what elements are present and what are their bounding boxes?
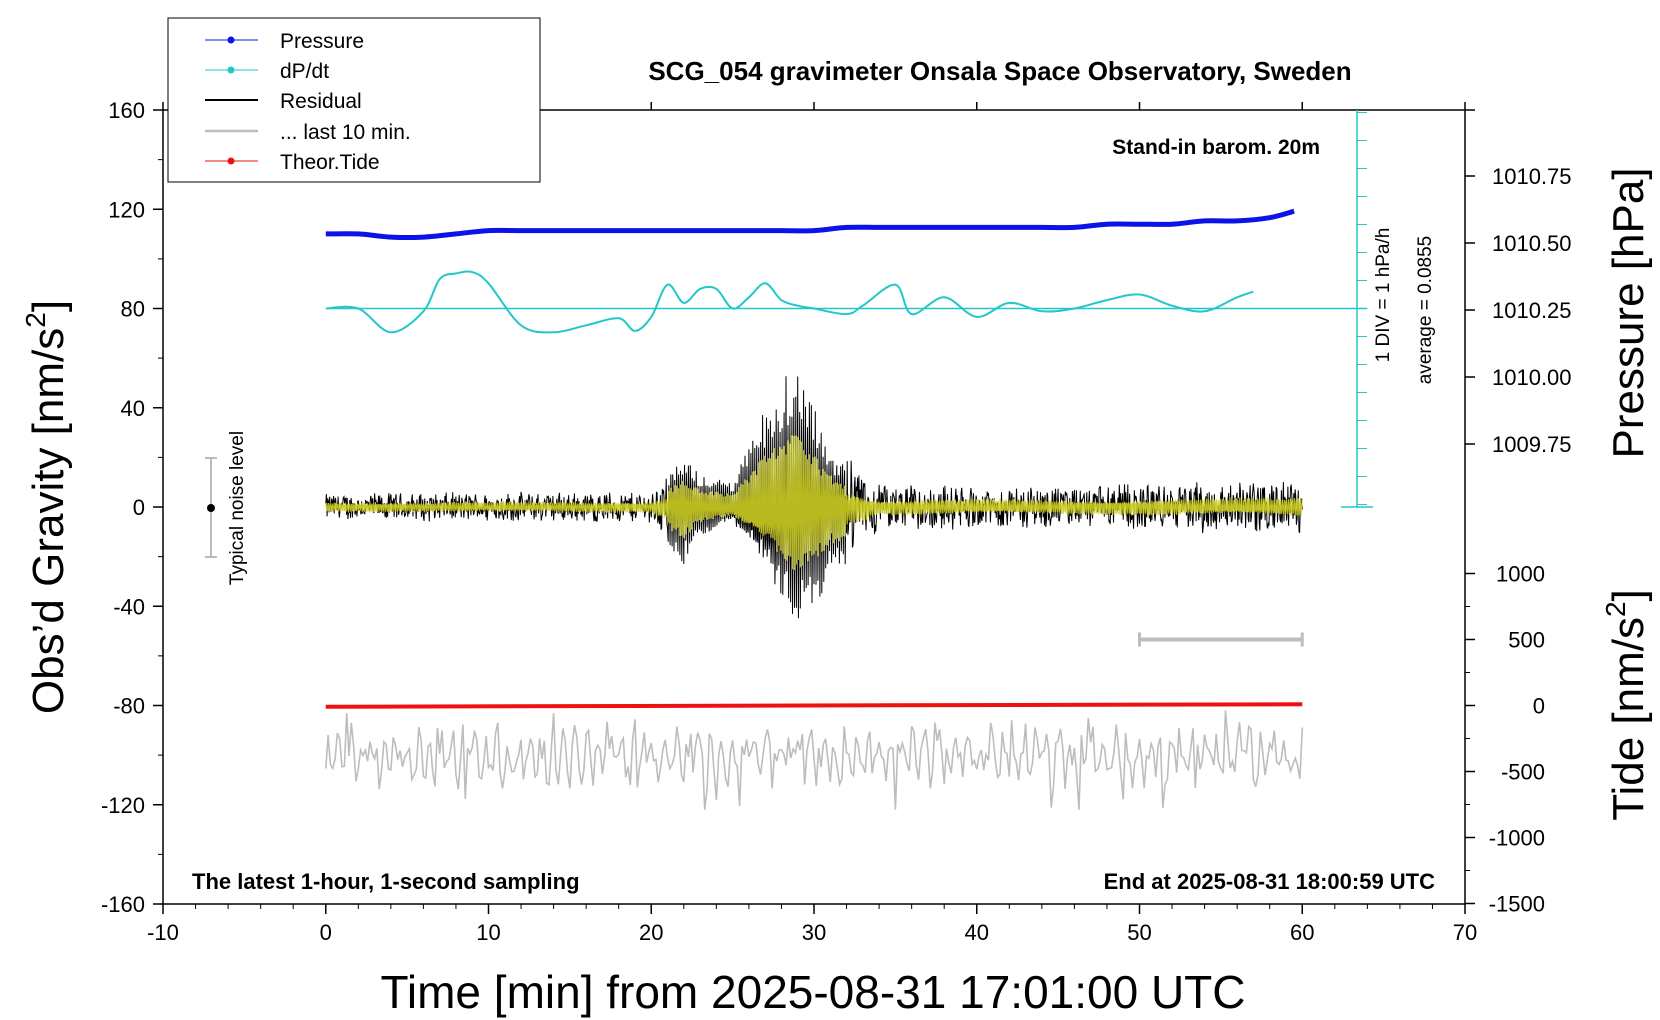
last10-series	[325, 632, 1304, 810]
tide-tick-label: 1000	[1496, 562, 1545, 587]
legend-label: dP/dt	[280, 60, 329, 83]
tide-tick-label: -500	[1501, 760, 1545, 785]
filtered-series	[325, 435, 1303, 571]
dpdt-line	[325, 270, 1254, 334]
x-tick-label: 10	[476, 920, 500, 945]
legend-entry-pressure: Pressure	[205, 30, 364, 53]
x-tick-label: -10	[147, 920, 179, 945]
tide-tick-label: 0	[1533, 694, 1545, 719]
average-label: average = 0.0855	[1415, 236, 1436, 384]
pressure-line	[325, 208, 1295, 241]
stand-in-label: Stand-in barom. 20m	[1112, 136, 1320, 159]
y-tick-label: 0	[133, 495, 145, 520]
bottom-right-label: End at 2025-08-31 18:00:59 UTC	[1104, 869, 1435, 894]
pressure-tick-label: 1010.50	[1492, 231, 1572, 256]
noise-marker	[205, 457, 217, 558]
y-axis-label-tide: Tide [nm/s2]	[1600, 589, 1653, 821]
tide-tick-label: -1000	[1489, 826, 1545, 851]
tide-line	[325, 702, 1303, 709]
legend-label: Pressure	[280, 30, 364, 53]
legend-entry-tide: Theor.Tide	[205, 151, 380, 174]
legend-label: Theor.Tide	[280, 151, 380, 174]
tide-tick-label: 500	[1508, 628, 1545, 653]
y-tick-label: -40	[113, 594, 145, 619]
y-tick-label: -80	[113, 694, 145, 719]
y-axis-label-pressure: Pressure [hPa]	[1604, 167, 1653, 458]
legend-entry-last10: ... last 10 min.	[205, 121, 411, 144]
x-tick-label: 0	[320, 920, 332, 945]
pressure-tick-label: 1010.25	[1492, 298, 1572, 323]
legend-entry-residual: Residual	[205, 90, 362, 113]
tide-series	[325, 702, 1303, 709]
legend-label: Residual	[280, 90, 362, 113]
legend-label: ... last 10 min.	[280, 121, 411, 144]
y-tick-label: 160	[108, 98, 145, 123]
x-tick-label: 50	[1127, 920, 1151, 945]
y-tick-label: -120	[101, 793, 145, 818]
legend: Pressure dP/dt Residual ... last 10 min.…	[167, 17, 541, 183]
div-scale	[325, 110, 1373, 508]
y-axis-label-left: Obs’d Gravity [nm/s2]	[20, 300, 73, 714]
x-tick-label: 40	[965, 920, 989, 945]
last10-line	[325, 710, 1304, 810]
noise-label: Typical noise level	[227, 431, 248, 585]
x-tick-label: 20	[639, 920, 663, 945]
tide-tick-label: -1500	[1489, 892, 1545, 917]
pressure-tick-label: 1010.00	[1492, 365, 1572, 390]
filtered-line	[325, 435, 1303, 571]
y-tick-label: -160	[101, 892, 145, 917]
pressure-tick-label: 1010.75	[1492, 164, 1572, 189]
x-axis-label: Time [min] from 2025-08-31 17:01:00 UTC	[381, 966, 1246, 1018]
x-tick-label: 70	[1453, 920, 1477, 945]
x-tick-label: 60	[1290, 920, 1314, 945]
div-label: 1 DIV = 1 hPa/h	[1373, 228, 1394, 363]
y-tick-label: 120	[108, 197, 145, 222]
x-tick-label: 30	[802, 920, 826, 945]
pressure-tick-label: 1009.75	[1492, 432, 1572, 457]
y-tick-label: 80	[121, 297, 145, 322]
y-tick-label: 40	[121, 396, 145, 421]
pressure-series	[325, 208, 1295, 241]
axes: -10 0 10 20 30 40 50 60 70 160 120 80 40 0 -40 -80 -120 -…	[101, 98, 1572, 945]
chart-title: SCG_054 gravimeter Onsala Space Observat…	[648, 56, 1351, 86]
bottom-left-label: The latest 1-hour, 1-second sampling	[192, 869, 580, 894]
dpdt-series	[325, 270, 1254, 334]
legend-entry-dpdt: dP/dt	[205, 60, 329, 83]
